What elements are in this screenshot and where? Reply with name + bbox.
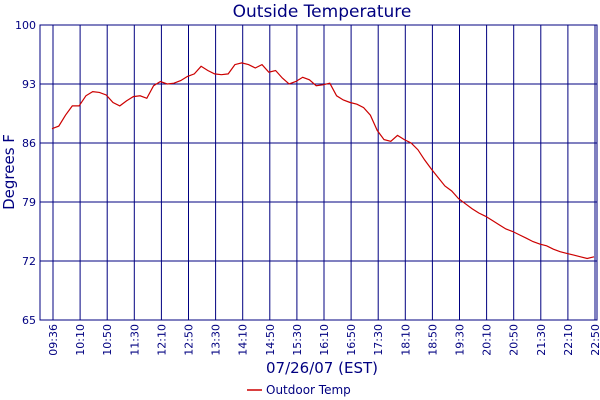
y-tick-label: 72 bbox=[22, 255, 36, 268]
y-tick-label: 65 bbox=[22, 314, 36, 327]
x-tick-labels: 09:36 10:10 10:50 11:30 12:10 12:50 13:30 14:10… bbox=[47, 324, 600, 356]
series-line-outdoor-temp bbox=[51, 62, 595, 260]
x-tick-label: 15:30 bbox=[291, 324, 304, 356]
y-tick-label: 100 bbox=[15, 19, 36, 32]
x-tick-label: 20:10 bbox=[481, 324, 494, 356]
y-axis-label: Degrees F bbox=[0, 134, 18, 210]
x-tick-label: 14:10 bbox=[237, 324, 250, 356]
x-tick-label: 14:50 bbox=[264, 324, 277, 356]
plot-area bbox=[39, 24, 598, 321]
x-tick-label: 12:10 bbox=[155, 324, 168, 356]
x-tick-label: 13:30 bbox=[210, 324, 223, 356]
x-tick-label: 10:50 bbox=[101, 324, 114, 356]
x-tick-label: 18:50 bbox=[426, 324, 439, 356]
x-tick-label: 22:50 bbox=[589, 324, 600, 356]
x-tick-label: 09:36 bbox=[47, 324, 60, 356]
x-tick-label: 11:30 bbox=[128, 324, 141, 356]
x-tick-label: 16:10 bbox=[318, 324, 331, 356]
series-group bbox=[51, 62, 595, 260]
x-tick-label: 10:10 bbox=[74, 324, 87, 356]
legend: Outdoor Temp bbox=[247, 383, 351, 397]
x-tick-label: 16:50 bbox=[345, 324, 358, 356]
legend-label: Outdoor Temp bbox=[266, 383, 351, 397]
x-tick-label: 20:50 bbox=[508, 324, 521, 356]
x-tick-label: 12:50 bbox=[183, 324, 196, 356]
y-tick-label: 86 bbox=[22, 137, 36, 150]
x-tick-label: 18:10 bbox=[399, 324, 412, 356]
chart-title: Outside Temperature bbox=[233, 2, 412, 22]
x-tick-label: 21:30 bbox=[535, 324, 548, 356]
x-axis-label: 07/26/07 (EST) bbox=[266, 359, 378, 377]
y-tick-label: 79 bbox=[22, 196, 36, 209]
x-tick-label: 17:30 bbox=[372, 324, 385, 356]
grid-lines bbox=[40, 25, 597, 320]
y-tick-labels: 65 72 79 86 93 100 bbox=[15, 19, 36, 327]
y-tick-label: 93 bbox=[22, 78, 36, 91]
x-tick-label: 19:30 bbox=[454, 324, 467, 356]
x-tick-label: 22:10 bbox=[562, 324, 575, 356]
